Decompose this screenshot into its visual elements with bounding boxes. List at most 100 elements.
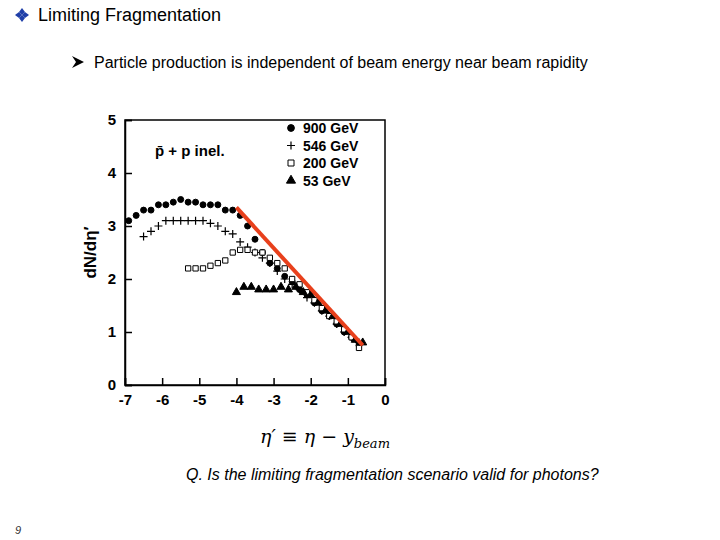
y-tick: 5 (108, 111, 132, 128)
data-point (267, 255, 272, 260)
point-symbol (222, 207, 228, 213)
data-point (255, 285, 263, 292)
trend-line (236, 207, 362, 345)
point-symbol (262, 285, 270, 292)
legend-symbol (288, 160, 294, 166)
x-axis-title-subscript: beam (354, 436, 390, 451)
data-point (277, 282, 285, 289)
x-tick-mark (385, 378, 387, 385)
legend-symbol (288, 125, 295, 132)
data-point (147, 227, 155, 235)
data-point (141, 207, 147, 213)
legend-label: 53 GeV (303, 173, 351, 189)
point-symbol (185, 266, 190, 271)
slide: Limiting FragmentationParticle productio… (0, 0, 720, 540)
y-tick-label: 5 (108, 111, 116, 128)
data-point (247, 282, 255, 289)
data-point (170, 199, 176, 205)
data-point (140, 233, 148, 241)
data-point (126, 218, 132, 224)
y-tick-mark (125, 120, 132, 122)
data-point (275, 260, 280, 265)
legend-marker (288, 160, 294, 166)
legend-entry: 900 GeV (288, 120, 359, 136)
data-point (236, 238, 244, 246)
data-point (206, 219, 214, 227)
point-symbol (206, 219, 214, 227)
x-tick-mark (199, 378, 201, 385)
data-point (200, 266, 205, 271)
series-points (140, 217, 363, 347)
x-tick: -2 (305, 378, 318, 408)
point-symbol (177, 217, 185, 225)
data-point (259, 250, 265, 256)
point-symbol (200, 202, 206, 208)
data-point (252, 250, 257, 255)
data-point (169, 217, 177, 225)
plot-area (126, 197, 367, 351)
legend-entry: 53 GeV (286, 173, 351, 189)
data-point (282, 266, 287, 271)
plot-frame (125, 120, 385, 385)
point-symbol (232, 288, 240, 295)
data-point (207, 202, 213, 208)
series-points (126, 197, 362, 349)
x-axis-title: η′ ≡ η − ybeam (260, 425, 390, 451)
legend-entry: 200 GeV (288, 155, 359, 171)
point-symbol (169, 217, 177, 225)
x-tick-mark (273, 378, 275, 385)
point-symbol (126, 218, 132, 224)
x-tick: -6 (156, 378, 169, 408)
point-symbol (147, 227, 155, 235)
data-point (199, 217, 207, 225)
point-symbol (215, 202, 221, 208)
point-symbol (230, 207, 236, 213)
point-symbol (141, 207, 147, 213)
point-symbol (199, 217, 207, 225)
point-symbol (193, 199, 199, 205)
data-point (262, 285, 270, 292)
data-point (200, 202, 206, 208)
x-axis: -7-6-5-4-3-2-10 (119, 378, 390, 408)
point-symbol (229, 230, 237, 238)
y-tick-label: 2 (108, 270, 116, 287)
point-symbol (255, 285, 263, 292)
x-tick-mark (310, 378, 312, 385)
point-symbol (163, 202, 169, 208)
legend-marker (286, 175, 295, 183)
x-axis-title-main: η′ ≡ η − y (260, 425, 354, 447)
x-tick-label: 0 (381, 391, 389, 408)
y-tick-mark (125, 226, 132, 228)
legend: 900 GeV 546 GeV200 GeV 53 GeV (286, 120, 358, 189)
y-axis-line (126, 121, 133, 386)
data-point (154, 222, 162, 230)
data-point (184, 217, 192, 225)
point-symbol (237, 247, 242, 252)
data-point (229, 230, 237, 238)
data-point (133, 212, 139, 218)
point-symbol (155, 202, 161, 208)
y-axis: 012345 (108, 111, 132, 393)
data-point (177, 217, 185, 225)
point-symbol (277, 282, 285, 289)
point-symbol (170, 199, 176, 205)
legend-marker (288, 125, 295, 132)
point-symbol (251, 249, 259, 257)
legend-label: 546 GeV (303, 138, 359, 154)
data-point (245, 247, 250, 252)
point-symbol (236, 238, 244, 246)
y-tick-label: 4 (108, 164, 117, 181)
x-tick-label: -5 (193, 391, 206, 408)
x-tick-mark (236, 378, 238, 385)
point-symbol (284, 285, 292, 292)
data-point (251, 249, 259, 257)
x-tick-label: -4 (230, 391, 244, 408)
point-symbol (133, 212, 139, 218)
data-point (185, 199, 191, 205)
point-symbol (245, 247, 250, 252)
data-point (252, 236, 258, 242)
y-tick: 2 (108, 270, 132, 287)
x-tick: -1 (342, 378, 355, 408)
data-point (273, 267, 281, 275)
data-point (284, 285, 292, 292)
